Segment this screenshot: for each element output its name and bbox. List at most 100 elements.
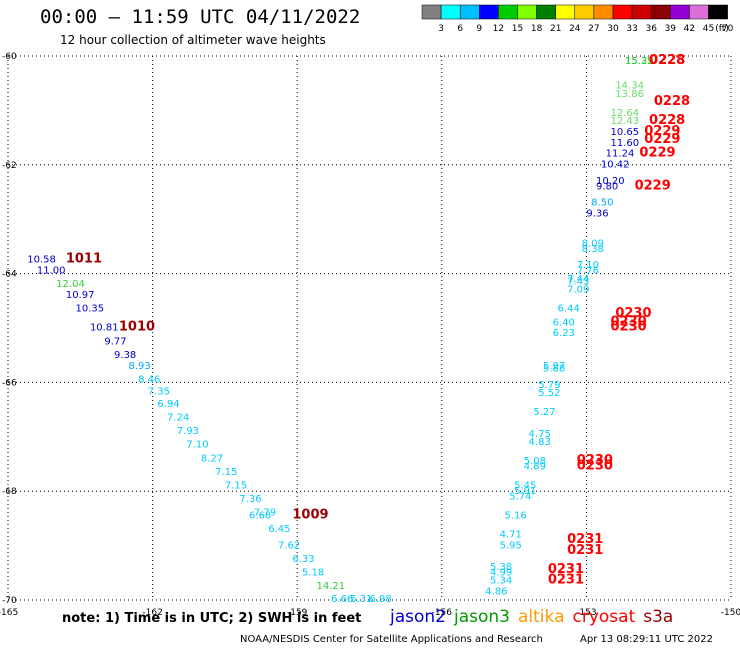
wave-height-label: 6.68 xyxy=(249,510,271,521)
wave-height-label: 7.10 xyxy=(186,440,208,451)
satellite-legend-item: altika xyxy=(518,607,565,627)
wave-height-label: 7.44 xyxy=(567,274,589,285)
satellite-legend-item: jason2 xyxy=(390,607,446,627)
pass-time-label: 0231 xyxy=(567,543,603,558)
wave-height-label: 5.97 xyxy=(543,361,565,372)
axis-ticks: -165 -162 -159 -156 -153 -150 -60 -62 -64 -66 -68 -… xyxy=(0,52,740,618)
wave-height-label: 8.93 xyxy=(129,361,151,372)
pass-time-label: 0229 xyxy=(644,124,680,139)
wave-height-label: 10.58 xyxy=(27,255,56,266)
colorbar-tick-label: 45 xyxy=(703,24,714,34)
colorbar-swatch xyxy=(440,4,461,20)
colorbar-swatch xyxy=(593,4,614,20)
pass-time-label: 0231 xyxy=(567,532,603,547)
wave-height-label: 5.79 xyxy=(538,380,560,391)
wave-height-label: 4.86 xyxy=(485,587,507,598)
wave-height-label: 6.23 xyxy=(553,328,575,339)
wave-height-label: 5.18 xyxy=(302,568,324,579)
data-labels: 10.5811.0012.0410.9710.3510.819.779.388.… xyxy=(27,53,690,605)
pass-time-label: 0228 xyxy=(649,113,685,128)
wave-height-label: 8.46 xyxy=(138,374,160,385)
colorbar-tick-label: 70 xyxy=(722,24,734,34)
colorbar-tick-label: 21 xyxy=(550,24,561,34)
wave-height-label: 4.75 xyxy=(529,429,551,440)
pass-time-label: 0231 xyxy=(548,562,584,577)
colorbar-tick-label: 3 xyxy=(438,24,444,34)
wave-height-label: 5.45 xyxy=(514,480,536,491)
wave-height-label: 6.40 xyxy=(553,317,575,328)
wave-height-label: 13.86 xyxy=(615,89,644,100)
wave-height-label: 6.94 xyxy=(157,399,179,410)
pass-time-label: 1011 xyxy=(66,252,102,267)
wave-height-label: 5.95 xyxy=(500,540,522,551)
wave-height-label: 8.38 xyxy=(582,244,604,255)
wave-height-label: 7.15 xyxy=(225,480,247,491)
colorbar-swatch xyxy=(612,4,633,20)
wave-height-label: 10.20 xyxy=(596,176,625,187)
wave-height-label: 5.34 xyxy=(490,576,512,587)
satellite-legend: jason2 jason3 altika cryosat s3a xyxy=(390,607,681,627)
pass-time-label: 0230 xyxy=(615,306,651,321)
wave-height-label: 5.38 xyxy=(490,562,512,573)
wave-height-label: 12.04 xyxy=(56,279,85,290)
pass-time-label: 0228 xyxy=(649,53,685,68)
x-tick-label: -162 xyxy=(142,608,162,618)
wave-height-label: 7.35 xyxy=(148,386,170,397)
colorbar-tick-label: 24 xyxy=(569,24,581,34)
colorbar-swatch xyxy=(670,4,690,20)
wave-height-label: 7.10 xyxy=(577,260,599,271)
wave-height-label: 5.74 xyxy=(509,491,531,502)
wave-height-label: 14.34 xyxy=(615,81,644,92)
wave-height-label: 7.93 xyxy=(177,426,199,437)
wave-height-label: 4.83 xyxy=(529,437,551,448)
x-tick-label: -159 xyxy=(287,608,308,618)
pass-time-label: 1009 xyxy=(292,507,328,522)
wave-height-label: 6.66 xyxy=(331,594,353,605)
wave-height-label: 5.31 xyxy=(350,594,372,605)
wave-height-label: 7.79 xyxy=(254,508,276,519)
pass-time-label: 1010 xyxy=(119,320,155,335)
y-tick-label: -64 xyxy=(2,270,17,280)
colorbar-swatch xyxy=(631,4,652,20)
wave-height-label: 8.50 xyxy=(591,198,613,209)
chart-title: 00:00 – 11:59 UTC 04/11/2022 xyxy=(40,6,361,28)
wave-height-label: 11.24 xyxy=(606,149,635,160)
wave-height-label: 7.36 xyxy=(239,494,261,505)
footnote: note: 1) Time is in UTC; 2) SWH is in fe… xyxy=(62,611,362,626)
wave-height-label: 7.76 xyxy=(577,266,599,277)
colorbar-tick-label: 39 xyxy=(665,24,677,34)
wave-height-label: 9.38 xyxy=(114,350,136,361)
colorbar-swatch xyxy=(421,4,442,20)
wave-height-label: 5.08 xyxy=(524,456,546,467)
wave-height-label: 12.43 xyxy=(611,116,640,127)
colorbar-tick-label: 42 xyxy=(684,24,695,34)
wave-height-label: 5.27 xyxy=(533,407,555,418)
colorbar-tick-label: 6 xyxy=(457,24,463,34)
pass-time-label: 0229 xyxy=(635,178,671,193)
wave-height-label: 7.24 xyxy=(167,412,189,423)
x-tick-label: -165 xyxy=(0,608,18,618)
wave-height-label: 8.09 xyxy=(582,238,604,249)
colorbar-swatch xyxy=(517,4,537,20)
x-tick-label: -153 xyxy=(576,608,596,618)
wave-height-label: 10.42 xyxy=(601,160,630,171)
colorbar-tick-label: 36 xyxy=(645,24,657,34)
colorbar-swatch xyxy=(536,4,556,20)
y-tick-label: -70 xyxy=(2,596,17,606)
pass-time-label: 0228 xyxy=(649,53,685,68)
y-tick-label: -62 xyxy=(2,161,17,171)
wave-height-label: 6.98 xyxy=(370,594,392,605)
wave-height-label: 14.21 xyxy=(316,581,345,592)
wave-height-label: 9.36 xyxy=(586,208,608,219)
colorbar-tick-label: 9 xyxy=(476,24,482,34)
colorbar: 3 6 9 12 15 18 21 24 27 30 33 36 39 42 45 70(ft) xyxy=(421,4,734,34)
satellite-legend-item: jason3 xyxy=(454,607,510,627)
wave-height-label: 11.00 xyxy=(37,266,66,277)
pass-time-label: 0229 xyxy=(639,146,675,161)
colorbar-swatch xyxy=(498,4,518,20)
colorbar-swatch xyxy=(650,4,671,20)
satellite-legend-item: s3a xyxy=(643,607,674,627)
grid xyxy=(7,55,732,601)
pass-time-label: 0230 xyxy=(577,458,613,473)
wave-height-label: 5.88 xyxy=(543,364,565,375)
